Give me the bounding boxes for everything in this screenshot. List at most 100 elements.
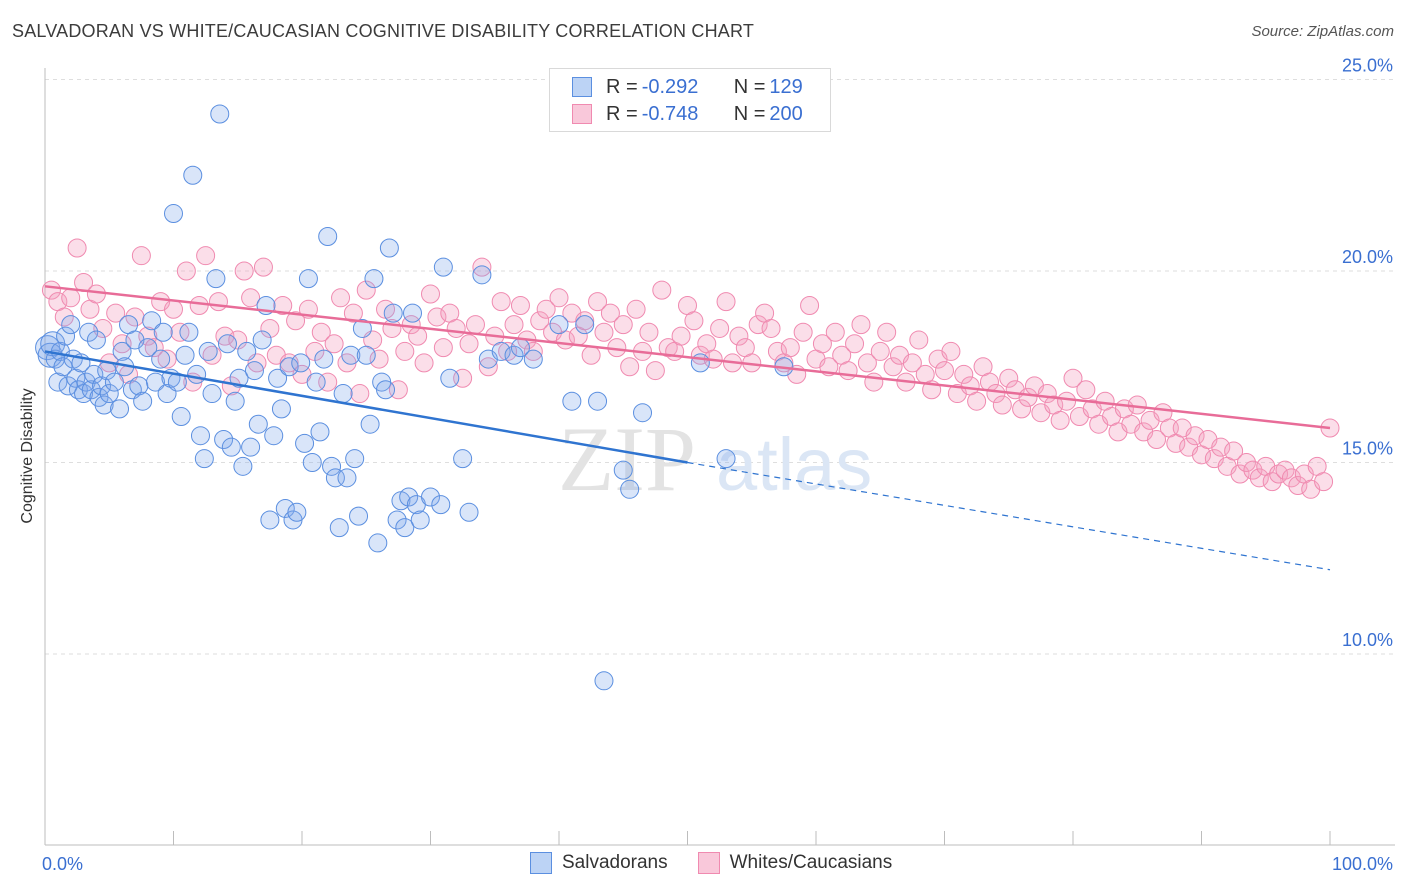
salvadoran-point: [453, 449, 473, 469]
salvadoran-point: [81, 380, 101, 400]
white-caucasian-point: [67, 238, 87, 258]
stats-row-whites: R = -0.748 N = 200: [572, 101, 803, 127]
white-caucasian-point: [189, 295, 209, 315]
salvadoran-point: [562, 391, 582, 411]
salvadoran-point: [190, 426, 210, 446]
salvadoran-point: [229, 368, 249, 388]
salvadoran-point: [433, 257, 453, 277]
salvadoran-point: [248, 414, 268, 434]
salvadoran-point: [360, 414, 380, 434]
salvadoran-point: [403, 303, 423, 323]
white-caucasian-point: [1281, 468, 1301, 488]
salvadoran-point: [421, 487, 440, 507]
series-legend: Salvadorans Whites/Caucasians: [530, 852, 922, 874]
white-caucasian-point: [967, 391, 987, 411]
salvadoran-point: [613, 460, 633, 480]
white-caucasian-point: [613, 315, 633, 335]
white-caucasian-point: [986, 384, 1006, 404]
salvadoran-point: [364, 269, 384, 289]
white-caucasian-point: [864, 372, 884, 392]
white-caucasian-point: [652, 280, 672, 300]
salvadoran-point: [264, 426, 284, 446]
salvadoran-point: [523, 349, 543, 369]
salvadoran-point: [171, 407, 191, 427]
salvadoran-point: [244, 361, 264, 381]
legend-item-whites[interactable]: Whites/Caucasians: [697, 852, 892, 874]
salvadoran-point: [53, 357, 73, 377]
salvadoran-point: [175, 345, 195, 365]
n-label: N =: [733, 75, 766, 98]
salvadoran-point: [217, 334, 237, 354]
salvadoran-point: [237, 341, 257, 361]
white-caucasian-point: [588, 292, 608, 312]
salvadoran-point: [633, 403, 653, 423]
salvadoran-point: [260, 510, 280, 530]
salvadoran-point: [690, 353, 710, 373]
white-caucasian-point: [1185, 426, 1205, 446]
salvadoran-point: [84, 364, 104, 384]
white-caucasian-point: [472, 257, 492, 277]
white-caucasian-point: [343, 303, 363, 323]
white-caucasian-point: [639, 322, 659, 342]
legend-swatch-whites: [697, 852, 720, 874]
salvadoran-point: [306, 372, 326, 392]
r-value: -0.292: [641, 75, 699, 98]
white-caucasian-point: [1147, 430, 1167, 450]
salvadoran-point: [279, 357, 299, 377]
salvadoran-point: [376, 380, 396, 400]
salvadoran-point: [133, 391, 153, 411]
salvadoran-point: [187, 364, 207, 384]
white-caucasian-point: [408, 326, 428, 346]
white-caucasian-point: [215, 326, 235, 346]
white-caucasian-point: [812, 334, 832, 354]
salvadoran-point: [164, 204, 183, 224]
white-caucasian-point: [1249, 468, 1269, 488]
stats-legend: R = -0.292 N = 129 R = -0.748 N = 200: [549, 68, 831, 132]
salvadoran-point: [594, 671, 614, 691]
white-caucasian-point: [1076, 380, 1096, 400]
white-caucasian-point: [825, 322, 845, 342]
white-caucasian-point: [729, 326, 749, 346]
whites-trend-line: [44, 285, 1331, 430]
white-caucasian-point: [1012, 399, 1032, 419]
salvadoran-point: [153, 322, 173, 342]
white-caucasian-point: [838, 361, 858, 381]
salvadoran-point: [322, 456, 342, 476]
salvadoran-point: [233, 456, 253, 476]
salvadoran-point: [58, 376, 78, 396]
white-caucasian-point: [909, 330, 929, 350]
legend-item-salvadorans[interactable]: Salvadorans: [530, 852, 668, 874]
series-salvadorans: [35, 104, 794, 691]
salvadoran-point: [151, 349, 171, 369]
salvadoran-point: [472, 265, 492, 285]
salvadoran-point: [252, 330, 272, 350]
salvadoran-point: [459, 502, 479, 522]
salvadoran-point: [110, 399, 130, 419]
salvadoran-point: [314, 349, 334, 369]
salvadoran-point: [146, 372, 166, 392]
white-caucasian-point: [594, 322, 614, 342]
white-caucasian-point: [106, 303, 126, 323]
salvadoran-point: [202, 384, 222, 404]
legend-swatch-salvadorans: [530, 852, 552, 874]
salvadoran-point: [329, 518, 349, 538]
salvadoran-point: [549, 315, 569, 335]
white-caucasian-point: [941, 341, 961, 361]
white-caucasian-point: [491, 292, 511, 312]
white-caucasian-point: [112, 334, 132, 354]
white-caucasian-point: [131, 246, 151, 266]
salvadoran-point: [214, 430, 234, 450]
salvadoran-point: [341, 345, 361, 365]
salvadoran-point: [325, 468, 345, 488]
salvadoran-point: [337, 468, 357, 488]
white-caucasian-point: [671, 326, 691, 346]
white-caucasian-point: [716, 292, 736, 312]
salvadoran-point: [142, 311, 162, 331]
chart-title: SALVADORAN VS WHITE/CAUCASIAN COGNITIVE …: [12, 21, 755, 41]
white-caucasian-point: [1224, 441, 1244, 461]
salvadoran-point: [395, 518, 415, 538]
salvadoran-point: [287, 502, 307, 522]
white-caucasian-point: [684, 311, 704, 331]
salvadoran-point: [356, 345, 376, 365]
salvadoran-point: [440, 368, 460, 388]
